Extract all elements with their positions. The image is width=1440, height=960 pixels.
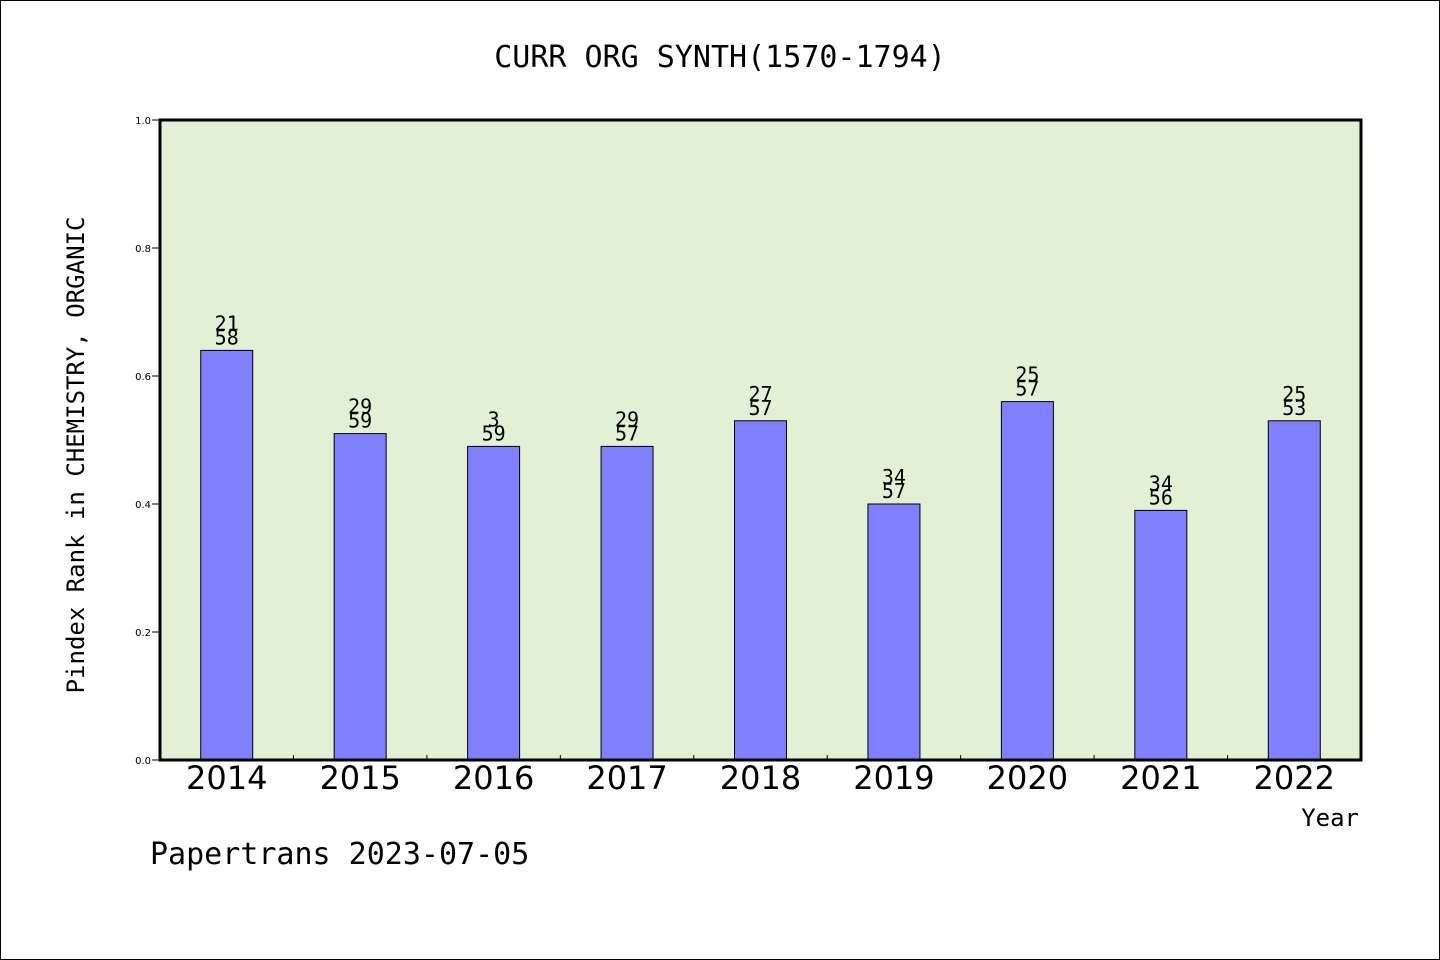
bar-2017 xyxy=(600,445,654,761)
bar-total-label-2019: 57 xyxy=(882,479,906,503)
y-axis: 0.0 0.2 0.4 0.6 0.8 1.0 xyxy=(135,116,160,767)
bar-total-label-2018: 57 xyxy=(748,396,772,420)
bar-total-label-2022: 53 xyxy=(1282,396,1306,420)
bar-total-label-2020: 57 xyxy=(1015,377,1039,401)
bar-rank-label-2018: 27 xyxy=(748,382,772,406)
y-tick-label-0.0: 0.0 xyxy=(135,756,151,767)
bar-2019 xyxy=(867,503,921,761)
bar-rank-label-2022: 25 xyxy=(1282,382,1306,406)
bar-rank-label-2016: 3 xyxy=(488,407,500,431)
bar-rank-label-2015: 29 xyxy=(348,395,372,419)
bar-2022 xyxy=(1267,420,1321,761)
x-tick-label-2019: 2019 xyxy=(853,759,934,797)
bar-total-label-2016: 59 xyxy=(482,421,506,445)
x-tick-label-2021: 2021 xyxy=(1120,759,1201,797)
plot-border xyxy=(158,118,1363,762)
x-tick-label-2020: 2020 xyxy=(987,759,1068,797)
x-tick-label-2017: 2017 xyxy=(586,759,667,797)
bar-rank-label-2017: 29 xyxy=(615,407,639,431)
y-tick-label-1.0: 1.0 xyxy=(135,116,151,127)
y-tick-label-0.8: 0.8 xyxy=(135,244,151,255)
x-tick-label-2014: 2014 xyxy=(186,759,267,797)
x-tick-label-2018: 2018 xyxy=(720,759,801,797)
y-tick-label-0.2: 0.2 xyxy=(135,628,151,639)
y-tick-label-0.6: 0.6 xyxy=(135,372,151,383)
y-axis-label: Pindex Rank in CHEMISTRY, ORGANIC xyxy=(62,217,90,694)
x-tick-label-2016: 2016 xyxy=(453,759,534,797)
x-tick-label-2022: 2022 xyxy=(1254,759,1335,797)
bar-2015 xyxy=(333,433,387,761)
bar-rank-label-2020: 25 xyxy=(1015,363,1039,387)
bar-2020 xyxy=(1000,401,1054,761)
chart-title: CURR ORG SYNTH(1570-1794) xyxy=(494,40,946,75)
bar-rank-label-2019: 34 xyxy=(882,465,906,489)
x-axis-label: Year xyxy=(1301,804,1359,832)
bar-2018 xyxy=(734,420,787,761)
bar-total-label-2015: 59 xyxy=(348,409,372,433)
bar-total-label-2014: 58 xyxy=(215,325,239,349)
credit-text: Papertrans 2023-07-05 xyxy=(150,837,529,872)
x-axis: 2014 2015 2016 2017 2018 2019 2020 2021 2022 xyxy=(186,755,1335,797)
bar-total-label-2021: 56 xyxy=(1149,485,1173,509)
bar-rank-label-2021: 34 xyxy=(1149,471,1173,495)
bar-2021 xyxy=(1134,509,1188,761)
bar-2014 xyxy=(200,349,254,761)
bar-total-label-2017: 57 xyxy=(615,421,639,445)
bar-rank-label-2014: 21 xyxy=(215,311,239,335)
x-tick-label-2015: 2015 xyxy=(319,759,400,797)
y-tick-label-0.4: 0.4 xyxy=(135,500,151,511)
bars-group xyxy=(200,349,1321,761)
bar-2016 xyxy=(467,445,521,761)
